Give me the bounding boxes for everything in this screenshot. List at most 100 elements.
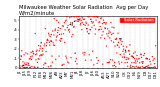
- Point: [83, 19, 86, 20]
- Point: [124, 62, 126, 63]
- Point: [53, 45, 56, 46]
- Point: [42, 67, 45, 69]
- Point: [47, 66, 50, 67]
- Point: [105, 22, 107, 23]
- Point: [101, 23, 104, 24]
- Point: [119, 39, 122, 41]
- Point: [148, 59, 151, 60]
- Point: [117, 42, 120, 43]
- Point: [50, 65, 52, 67]
- Point: [34, 33, 36, 34]
- Point: [108, 30, 110, 32]
- Point: [62, 25, 64, 26]
- Point: [50, 34, 52, 35]
- Point: [95, 16, 98, 17]
- Point: [81, 17, 84, 19]
- Point: [150, 67, 152, 69]
- Point: [52, 44, 55, 46]
- Point: [130, 67, 132, 69]
- Point: [77, 20, 80, 22]
- Point: [33, 67, 36, 69]
- Point: [101, 34, 103, 36]
- Point: [91, 50, 94, 52]
- Point: [141, 61, 143, 63]
- Point: [133, 58, 136, 59]
- Point: [149, 61, 151, 62]
- Point: [96, 63, 98, 64]
- Point: [154, 45, 157, 46]
- Point: [69, 24, 72, 25]
- Point: [74, 61, 77, 62]
- Text: Milwaukee Weather Solar Radiation  Avg per Day W/m2/minute: Milwaukee Weather Solar Radiation Avg pe…: [19, 5, 149, 16]
- Point: [57, 22, 60, 23]
- Point: [84, 60, 87, 61]
- Point: [19, 65, 21, 67]
- Point: [95, 19, 97, 21]
- Point: [125, 51, 127, 53]
- Point: [86, 31, 89, 32]
- Point: [121, 41, 123, 42]
- Point: [142, 67, 145, 69]
- Point: [153, 63, 156, 64]
- Point: [91, 27, 93, 28]
- Point: [53, 18, 56, 19]
- Point: [46, 40, 48, 41]
- Point: [147, 67, 150, 69]
- Point: [125, 59, 128, 60]
- Point: [48, 42, 51, 43]
- Point: [63, 42, 66, 43]
- Point: [64, 20, 67, 22]
- Point: [65, 57, 68, 59]
- Point: [136, 55, 138, 56]
- Point: [29, 67, 32, 68]
- Point: [19, 59, 22, 60]
- Point: [120, 38, 122, 39]
- Point: [135, 58, 138, 60]
- Point: [122, 51, 124, 52]
- Point: [68, 31, 71, 33]
- Point: [92, 64, 95, 66]
- Point: [112, 41, 115, 43]
- Point: [42, 53, 44, 55]
- Point: [57, 27, 60, 28]
- Point: [31, 51, 34, 52]
- Point: [100, 17, 103, 19]
- Point: [121, 56, 124, 58]
- Point: [133, 62, 135, 63]
- Point: [80, 20, 82, 21]
- Point: [143, 53, 146, 54]
- Point: [59, 39, 61, 41]
- Point: [35, 51, 38, 52]
- Point: [35, 59, 37, 61]
- Point: [70, 57, 72, 58]
- Point: [51, 55, 53, 57]
- Point: [124, 50, 127, 51]
- Point: [30, 52, 32, 53]
- Point: [89, 19, 92, 20]
- Point: [124, 57, 126, 58]
- Point: [75, 16, 78, 17]
- Point: [115, 66, 117, 68]
- Point: [71, 36, 73, 37]
- Point: [89, 29, 92, 30]
- Point: [19, 67, 22, 69]
- Point: [23, 67, 26, 69]
- Point: [60, 38, 63, 39]
- Point: [119, 38, 121, 39]
- Point: [85, 28, 88, 29]
- Point: [56, 20, 58, 21]
- Point: [48, 34, 50, 36]
- Point: [32, 53, 35, 55]
- Point: [82, 52, 84, 54]
- Point: [54, 30, 56, 31]
- Point: [133, 66, 136, 68]
- Point: [46, 39, 49, 40]
- Point: [93, 25, 95, 26]
- Point: [28, 65, 30, 66]
- Point: [120, 62, 123, 63]
- Point: [136, 60, 139, 62]
- Point: [144, 67, 147, 68]
- Point: [106, 28, 109, 30]
- Point: [60, 33, 63, 35]
- Point: [66, 27, 69, 28]
